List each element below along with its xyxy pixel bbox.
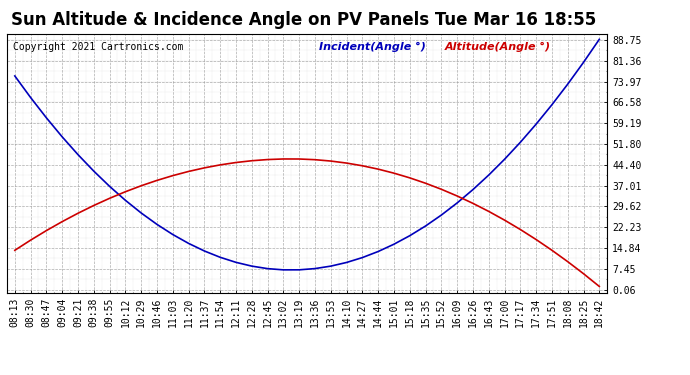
Text: Altitude(Angle °): Altitude(Angle °): [445, 42, 551, 52]
Text: Incident(Angle °): Incident(Angle °): [319, 42, 426, 52]
Text: Sun Altitude & Incidence Angle on PV Panels Tue Mar 16 18:55: Sun Altitude & Incidence Angle on PV Pan…: [11, 11, 596, 29]
Text: Copyright 2021 Cartronics.com: Copyright 2021 Cartronics.com: [13, 42, 184, 51]
